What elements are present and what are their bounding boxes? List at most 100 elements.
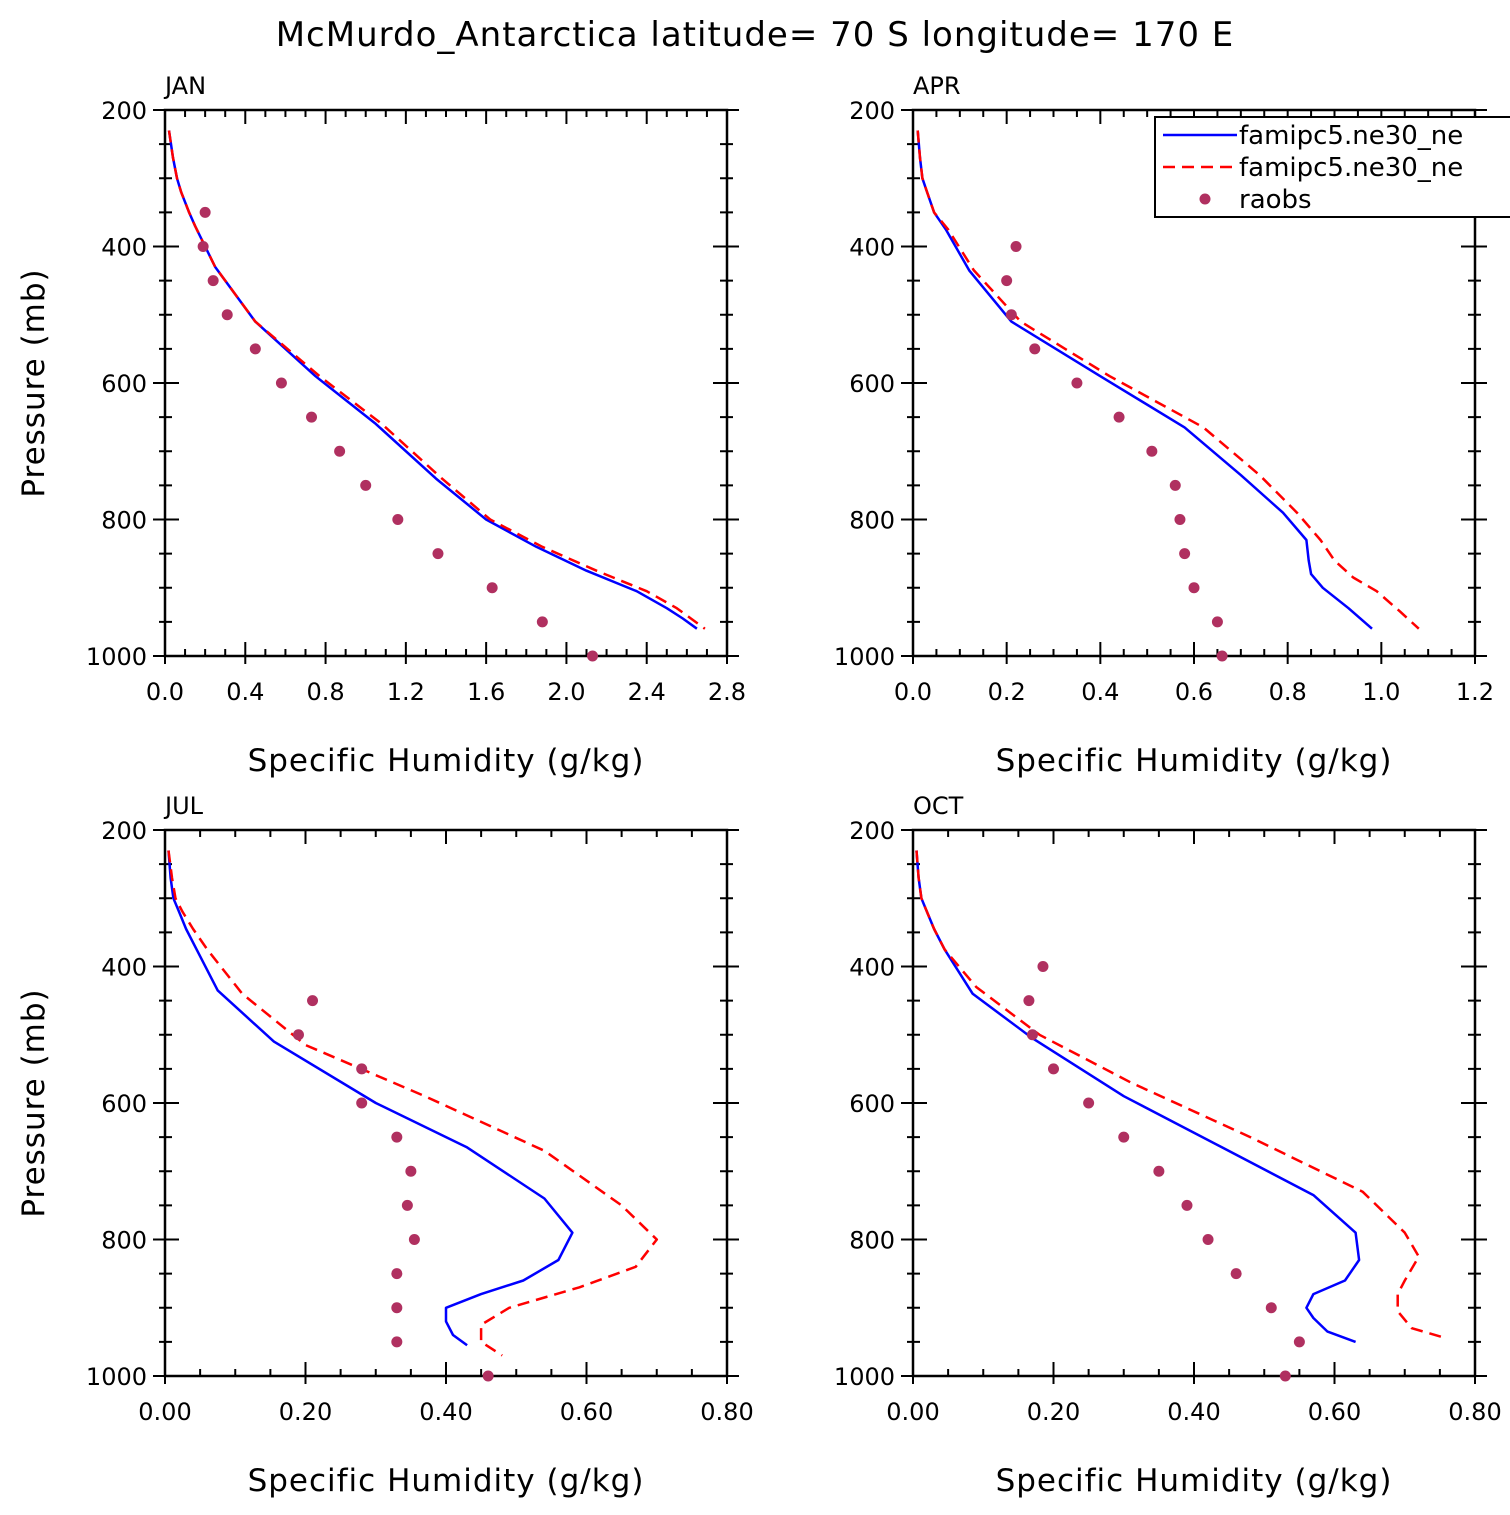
raobs-point (292, 1029, 304, 1041)
raobs-point (401, 1199, 413, 1211)
raobs-point (221, 309, 233, 321)
panel-label: APR (913, 72, 961, 100)
panel-apr: 0.0 0.2 0.4 0.6 0.8 1.0 1.2 200 400 600 800 1000 APR… (834, 72, 1494, 779)
y-tick-label: 400 (101, 954, 147, 982)
y-axis-title: Pressure (mb) (16, 988, 52, 1217)
raobs-point (1023, 995, 1035, 1007)
raobs-point (486, 582, 498, 594)
y-tick-label: 1000 (86, 643, 147, 671)
legend-label: raobs (1239, 185, 1312, 215)
panel-jan: 0.0 0.4 0.8 1.2 1.6 2.0 2.4 2.8 200 400 600 800 1000… (16, 72, 746, 779)
x-tick-label: 1.2 (1456, 678, 1494, 706)
legend-label: famipc5.ne30_ne (1239, 153, 1463, 183)
raobs-point (432, 548, 444, 560)
x-tick-label: 0.4 (226, 678, 264, 706)
y-tick-label: 200 (849, 817, 895, 845)
x-tick-label: 0.20 (279, 1398, 332, 1426)
x-tick-label: 0.00 (886, 1398, 939, 1426)
y-tick-label: 600 (101, 370, 147, 398)
raobs-point (1216, 650, 1228, 662)
raobs-point (1211, 616, 1223, 628)
y-tick-label: 1000 (86, 1363, 147, 1391)
plot-frame (163, 828, 729, 1378)
y-tick-label: 200 (101, 97, 147, 125)
y-axis-title: Pressure (mb) (16, 268, 52, 497)
y-tick-label: 800 (849, 1227, 895, 1255)
series-raobs (1001, 241, 1228, 662)
raobs-point (356, 1097, 368, 1109)
x-tick-label: 2.0 (547, 678, 585, 706)
y-tick-label: 400 (849, 234, 895, 262)
raobs-point (360, 479, 372, 491)
y-tick-label: 400 (101, 234, 147, 262)
series-line-solid (915, 850, 1361, 1344)
raobs-point (1293, 1336, 1305, 1348)
raobs-point (1265, 1302, 1277, 1314)
y-tick-label: 800 (101, 1227, 147, 1255)
x-axis-title: Specific Humidity (g/kg) (248, 743, 645, 779)
raobs-point (1169, 479, 1181, 491)
raobs-point (1188, 582, 1200, 594)
raobs-point (1026, 1029, 1038, 1041)
raobs-point (1179, 548, 1191, 560)
raobs-point (306, 411, 318, 423)
raobs-point (408, 1234, 420, 1245)
legend-marker-dot (1199, 193, 1211, 205)
x-tick-label: 0.60 (1308, 1398, 1361, 1426)
x-tick-label: 2.4 (628, 678, 666, 706)
raobs-point (392, 514, 404, 525)
x-tick-label: 0.80 (700, 1398, 753, 1426)
raobs-point (1005, 309, 1017, 321)
x-tick-label: 0.40 (419, 1398, 472, 1426)
x-tick-label: 0.80 (1448, 1398, 1501, 1426)
y-tick-label: 800 (849, 507, 895, 535)
raobs-point (1146, 445, 1158, 457)
panel-label: OCT (913, 792, 964, 820)
series-line-dashed (167, 130, 706, 630)
raobs-point (391, 1336, 403, 1348)
series-line-dashed (915, 850, 1448, 1340)
x-tick-label: 2.8 (708, 678, 746, 706)
plot-frame (163, 108, 729, 658)
y-tick-label: 600 (101, 1090, 147, 1118)
x-tick-label: 0.00 (138, 1398, 191, 1426)
panels: 0.0 0.4 0.8 1.2 1.6 2.0 2.4 2.8 200 400 600 800 1000… (16, 72, 1510, 1499)
x-tick-label: 0.6 (1175, 678, 1213, 706)
x-tick-label: 0.20 (1027, 1398, 1080, 1426)
series-line-solid (167, 850, 574, 1347)
y-tick-label: 400 (849, 954, 895, 982)
x-axis-title: Specific Humidity (g/kg) (248, 1463, 645, 1499)
x-tick-label: 0.4 (1081, 678, 1119, 706)
y-tick-label: 600 (849, 1090, 895, 1118)
series-raobs (197, 206, 599, 662)
x-axis-title: Specific Humidity (g/kg) (996, 743, 1393, 779)
main-title: McMurdo_Antarctica latitude= 70 S longit… (276, 15, 1235, 55)
raobs-point (1230, 1268, 1242, 1280)
panel-label: JUL (163, 792, 204, 820)
y-tick-label: 800 (101, 507, 147, 535)
y-tick-label: 600 (849, 370, 895, 398)
x-tick-label: 0.8 (306, 678, 344, 706)
raobs-point (1083, 1097, 1095, 1109)
x-tick-label: 0.60 (560, 1398, 613, 1426)
legend-label: famipc5.ne30_ne (1239, 121, 1463, 151)
x-axis-title: Specific Humidity (g/kg) (996, 1463, 1393, 1499)
series-raobs (292, 995, 494, 1382)
raobs-point (1071, 377, 1083, 389)
raobs-point (1153, 1165, 1165, 1177)
legend-box (1154, 116, 1510, 218)
x-tick-label: 1.0 (1362, 678, 1400, 706)
plot-frame (911, 828, 1477, 1378)
x-tick-label: 0.40 (1167, 1398, 1220, 1426)
x-tick-label: 0.0 (146, 678, 184, 706)
raobs-point (482, 1370, 494, 1382)
raobs-point (1181, 1199, 1193, 1211)
raobs-point (275, 377, 287, 389)
panel-jul: 0.00 0.20 0.40 0.60 0.80 200 400 600 800 1000 JUL S… (16, 792, 754, 1499)
raobs-point (1037, 961, 1049, 972)
series-line-dashed (916, 130, 1420, 630)
raobs-point (197, 241, 209, 252)
y-tick-label: 1000 (834, 1363, 895, 1391)
